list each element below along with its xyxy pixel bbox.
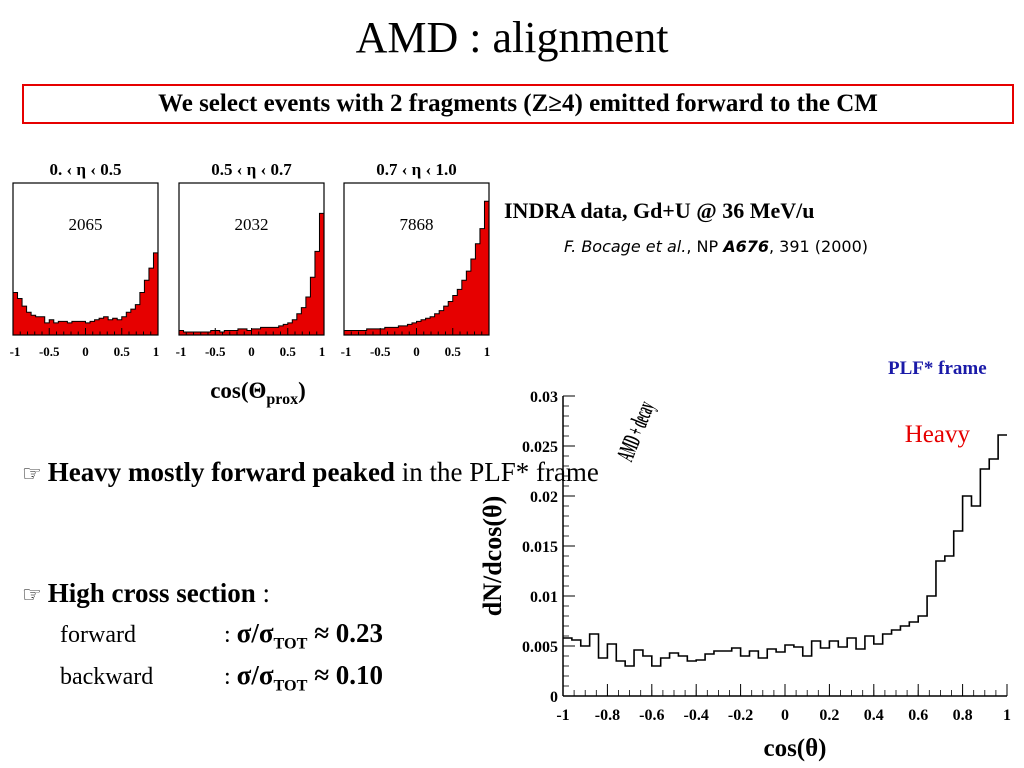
bullet-cross-section: ☞ High cross section : xyxy=(22,576,270,613)
panel-tick-label: 0.5 xyxy=(445,344,462,359)
forward-ratio: σ/σTOT ≈ 0.23 xyxy=(236,618,384,653)
x-tick-label: -0.2 xyxy=(728,707,753,724)
panel-tick-label: -0.5 xyxy=(39,344,60,359)
heavy-step-line xyxy=(563,434,1007,667)
y-tick-label: 0.005 xyxy=(522,639,558,656)
forward-label: forward xyxy=(60,622,136,648)
x-tick-label: 0.6 xyxy=(908,707,928,724)
bullet-1-bold-text: Heavy mostly forward peaked xyxy=(47,457,395,487)
panel-count: 7868 xyxy=(400,215,434,234)
x-tick-label: -0.4 xyxy=(684,707,709,724)
x-tick-label: 1 xyxy=(1003,707,1011,724)
y-tick-label: 0.015 xyxy=(522,539,558,556)
eta-panel-3: 0.7 ‹ η ‹ 1.0 7868 -1 -0.5 0 0.5 1 xyxy=(341,160,491,359)
heavy-distribution-chart: 0 0.005 0.01 0.015 0.02 0.025 0.03 -1 -0.8 -0.6 -0… xyxy=(478,389,1011,762)
cos-theta-prox-label: cos(Θprox) xyxy=(210,378,306,408)
selection-banner: We select events with 2 fragments (Z≥4) … xyxy=(22,84,1014,124)
bullet-heavy-forward: ☞ Heavy mostly forward peaked in the PLF*… xyxy=(22,452,599,495)
panel-tick-label: 0 xyxy=(413,344,420,359)
bullet-2-rest-text: : xyxy=(255,578,270,608)
citation-volume: A676 xyxy=(723,237,769,256)
heavy-series-label: Heavy xyxy=(905,421,971,448)
panel-histogram xyxy=(178,212,325,336)
panel-label: 0.7 ‹ η ‹ 1.0 xyxy=(376,160,456,179)
panel-tick-label: 0 xyxy=(248,344,255,359)
forward-cross-section-row: forward: σ/σTOT ≈ 0.23 xyxy=(60,618,383,653)
panel-label: 0. ‹ η ‹ 0.5 xyxy=(50,160,122,179)
slide-title: AMD : alignment xyxy=(355,13,669,62)
x-tick-label: -0.8 xyxy=(595,707,620,724)
x-tick-label: -1 xyxy=(556,707,569,724)
y-tick-label: 0.01 xyxy=(530,589,558,606)
panel-tick-label: -1 xyxy=(341,344,352,359)
x-tick-label: -0.6 xyxy=(639,707,664,724)
x-tick-label: 0 xyxy=(781,707,789,724)
backward-value: 0.10 xyxy=(335,660,384,690)
bullet-1-rest-text: in the PLF* frame xyxy=(401,457,599,487)
panel-count: 2065 xyxy=(69,215,103,234)
forward-value: 0.23 xyxy=(335,618,384,648)
eta-panel-2: 0.5 ‹ η ‹ 0.7 2032 -1 -0.5 0 0.5 1 xyxy=(176,160,326,359)
panel-tick-label: -1 xyxy=(10,344,21,359)
eta-panel-1: 0. ‹ η ‹ 0.5 2065 -1 -0.5 0 0.5 1 xyxy=(10,160,160,359)
panel-count: 2032 xyxy=(235,215,269,234)
y-tick-label: 0.03 xyxy=(530,389,558,406)
panel-histogram xyxy=(343,200,490,336)
bullet-2-bold-text: High cross section xyxy=(47,578,256,608)
panel-tick-label: 1 xyxy=(484,344,491,359)
reference-citation: F. Bocage et al., NP A676, 391 (2000) xyxy=(564,237,868,256)
backward-label: backward xyxy=(60,664,154,690)
x-axis-label: cos(θ) xyxy=(763,735,826,762)
pointing-hand-icon: ☞ xyxy=(22,583,42,608)
x-tick-label: 0.2 xyxy=(819,707,839,724)
panel-tick-label: -0.5 xyxy=(370,344,391,359)
plf-frame-label: PLF* frame xyxy=(888,358,987,379)
pointing-hand-icon: ☞ xyxy=(22,462,42,487)
citation-journal: NP xyxy=(696,237,719,256)
panel-histogram xyxy=(12,252,159,336)
backward-colon: : xyxy=(224,664,231,690)
y-tick-label: 0.02 xyxy=(530,489,558,506)
x-tick-label: 0.8 xyxy=(953,707,973,724)
panel-tick-label: 0.5 xyxy=(114,344,131,359)
panel-label: 0.5 ‹ η ‹ 0.7 xyxy=(211,160,292,179)
amd-decay-annotation: AMD + decay xyxy=(612,397,661,465)
panel-tick-label: 0 xyxy=(82,344,89,359)
x-tick-label: 0.4 xyxy=(864,707,884,724)
panel-tick-label: 0.5 xyxy=(280,344,297,359)
citation-authors: F. Bocage et al. xyxy=(564,237,687,256)
backward-ratio: σ/σTOT ≈ 0.10 xyxy=(236,660,384,695)
indra-data-label: INDRA data, Gd+U @ 36 MeV/u xyxy=(504,198,815,223)
backward-cross-section-row: backward: σ/σTOT ≈ 0.10 xyxy=(60,660,383,695)
panel-tick-label: 1 xyxy=(319,344,326,359)
y-tick-label: 0.025 xyxy=(522,439,558,456)
y-axis-label: dN/dcos(θ) xyxy=(478,496,507,616)
y-tick-label: 0 xyxy=(550,689,558,706)
citation-pages: , 391 (2000) xyxy=(768,237,868,256)
forward-colon: : xyxy=(224,622,231,648)
panel-tick-label: -0.5 xyxy=(205,344,226,359)
panel-tick-label: 1 xyxy=(153,344,160,359)
panel-tick-label: -1 xyxy=(176,344,187,359)
